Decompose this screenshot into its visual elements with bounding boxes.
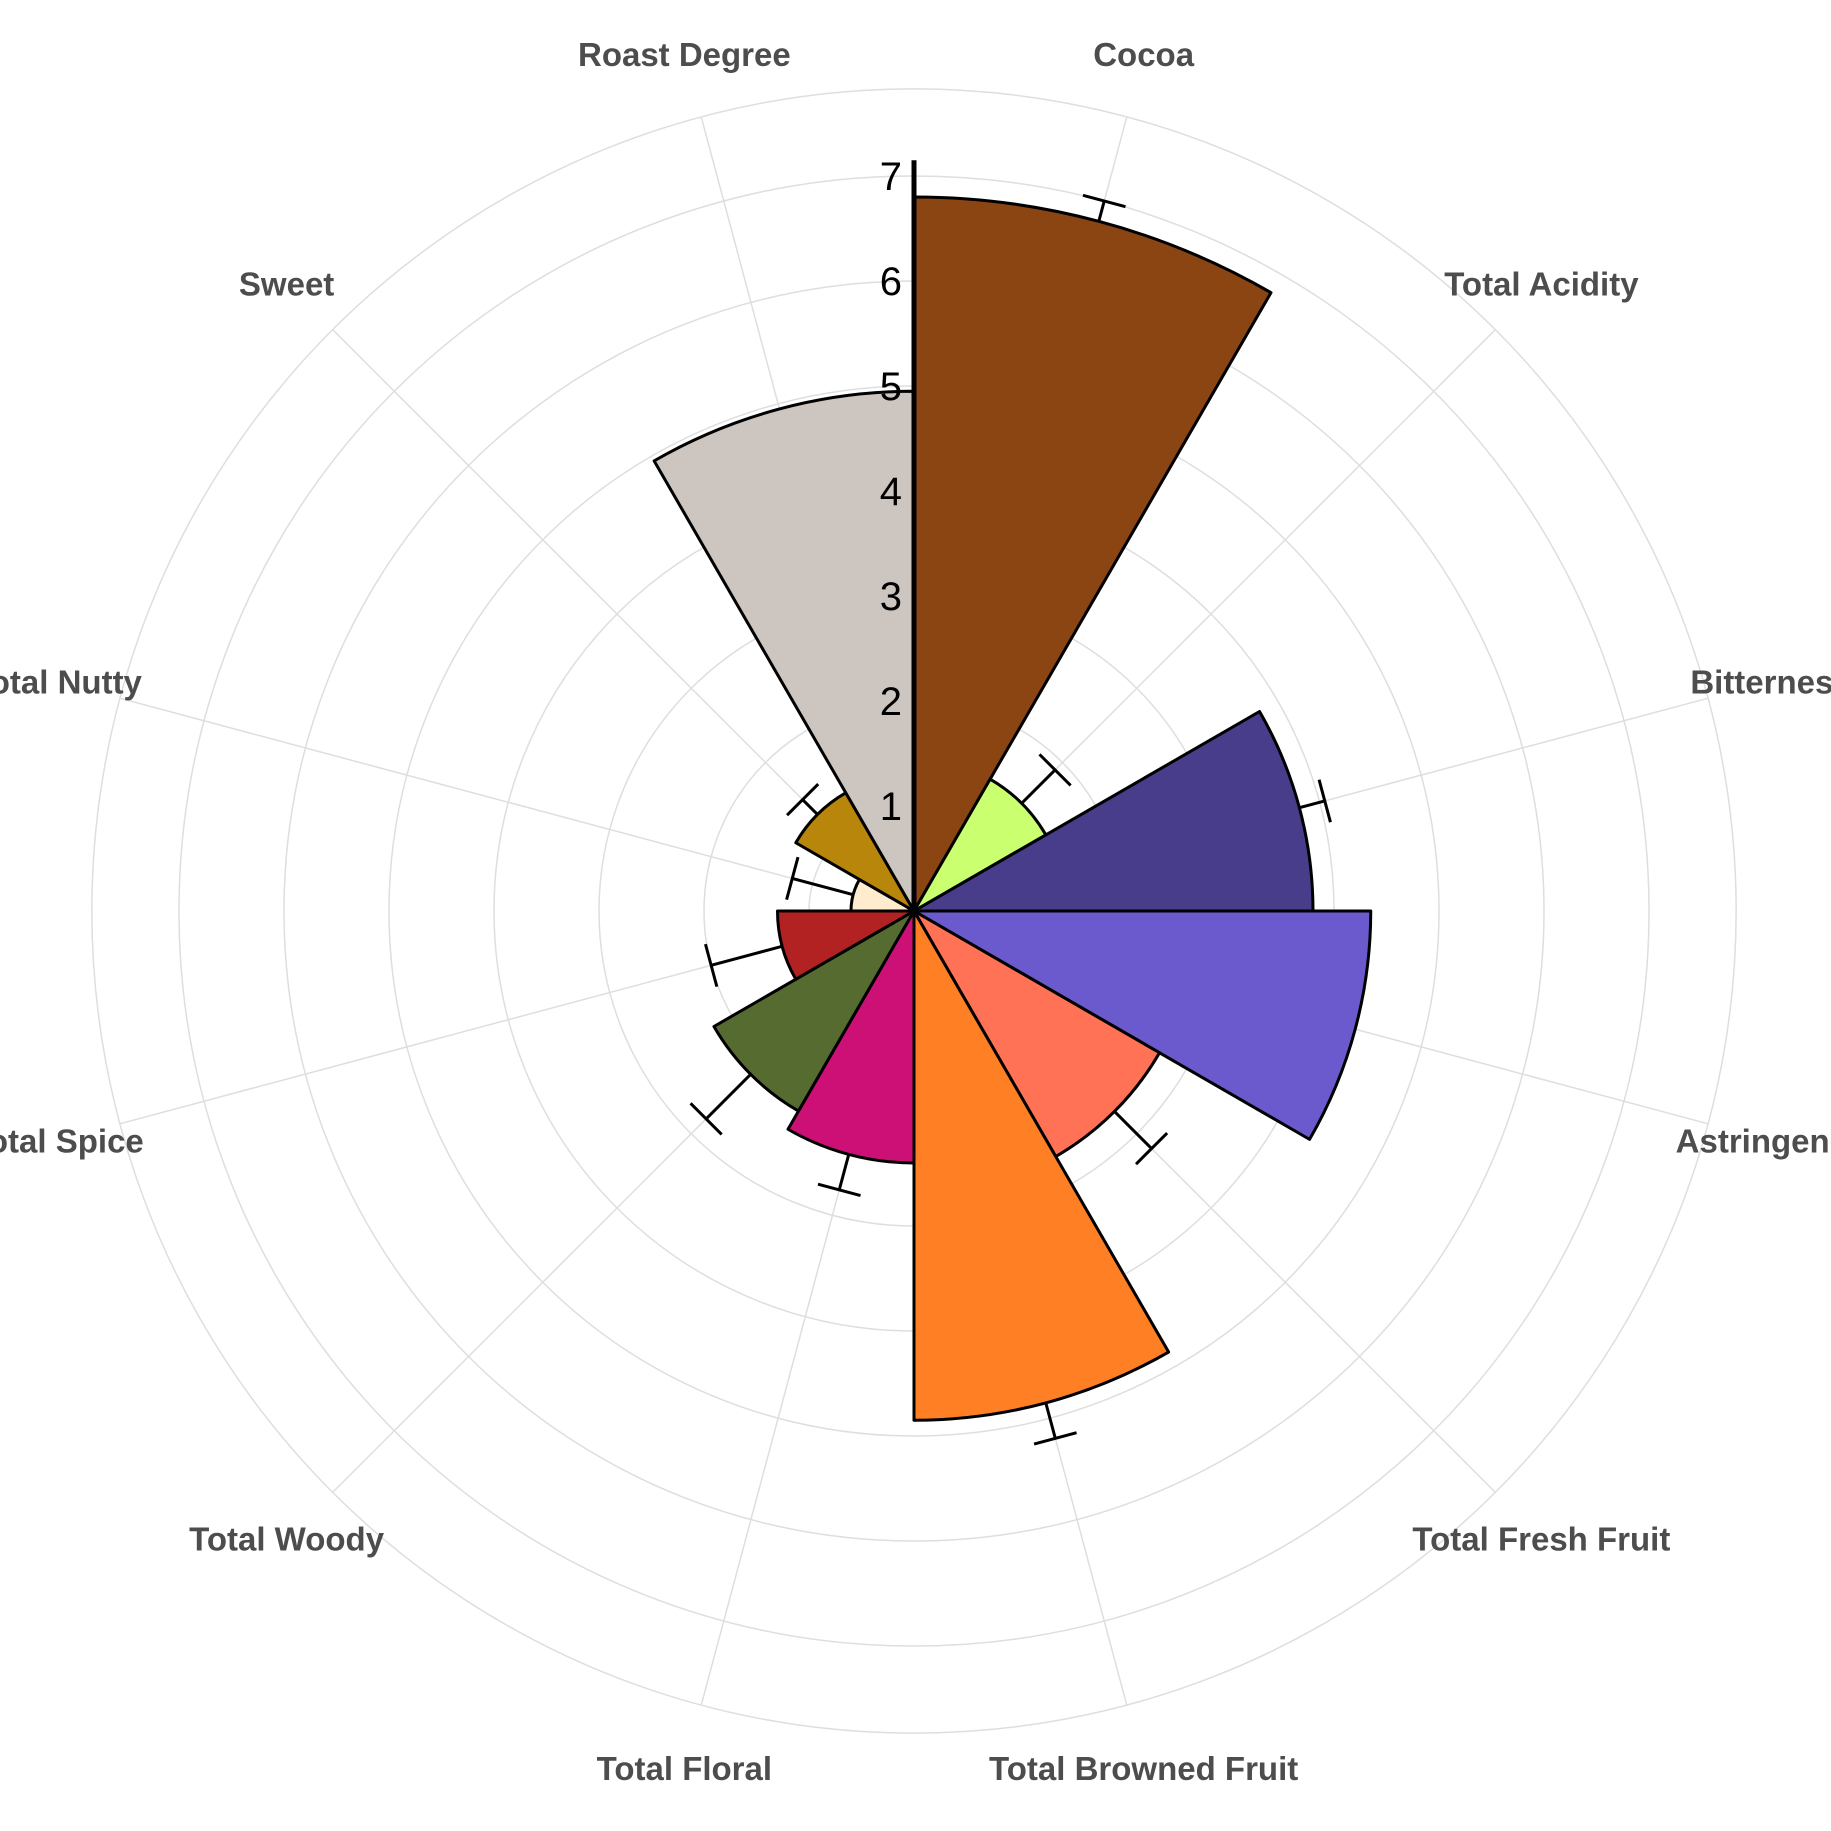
category-label: Total Woody <box>189 1520 385 1557</box>
error-cap <box>1317 779 1332 823</box>
grid-spoke <box>119 697 915 912</box>
error-cap <box>704 943 719 987</box>
error-cap <box>785 856 800 901</box>
error-bar <box>791 876 854 897</box>
radial-tick-label: 1 <box>880 785 902 829</box>
radial-tick-label: 2 <box>880 680 902 724</box>
radial-tick-label: 3 <box>880 575 902 619</box>
category-label: Total Floral <box>597 1750 772 1787</box>
error-bar <box>1113 1110 1153 1150</box>
radial-tick-label: 6 <box>880 260 902 304</box>
category-label: Total Browned Fruit <box>989 1750 1298 1787</box>
error-cap <box>817 1182 861 1198</box>
bar-total-spice <box>776 909 916 981</box>
radial-axis: 1 2 3 4 5 6 7 <box>880 155 917 911</box>
error-bars <box>689 193 1332 1446</box>
bar-total-fresh-fruit <box>912 909 1162 1159</box>
error-bar <box>801 798 819 816</box>
bar-astringency <box>912 909 1373 1141</box>
category-label: Roast Degree <box>578 36 791 73</box>
bar-cocoa <box>912 195 1273 913</box>
bar-roast-degree <box>652 389 916 913</box>
bar-bitterness <box>912 710 1315 913</box>
category-labels: Cocoa Total Acidity Bitterness Astringency T… <box>0 36 1831 1787</box>
radial-tick-label: 7 <box>880 155 902 199</box>
error-cap <box>786 783 820 817</box>
error-bar <box>1097 200 1106 222</box>
category-label: Bitterness <box>1690 663 1831 700</box>
grid-circle <box>91 88 1737 1734</box>
radial-tick-label: 5 <box>880 365 902 409</box>
error-bar <box>1020 768 1057 805</box>
category-label: Sweet <box>239 266 334 303</box>
bar-total-woody <box>712 909 916 1113</box>
bar-total-browned-fruit <box>912 909 1171 1422</box>
radial-tick-label: 4 <box>880 470 902 514</box>
error-cap <box>1038 753 1072 787</box>
error-bar <box>705 1073 752 1120</box>
error-cap <box>1033 1431 1077 1446</box>
error-cap <box>1082 193 1126 209</box>
category-label: Cocoa <box>1093 36 1195 73</box>
error-bar <box>1044 1402 1057 1439</box>
error-bar <box>837 1154 851 1191</box>
bars <box>652 195 1373 1422</box>
error-cap <box>689 1102 723 1136</box>
error-cap <box>1134 1131 1169 1166</box>
category-label: Total Acidity <box>1444 266 1639 303</box>
error-bar <box>1299 799 1326 810</box>
category-label: Total Nutty <box>0 663 143 700</box>
category-label: Total Spice <box>0 1123 144 1160</box>
error-bar <box>710 944 783 967</box>
category-label: Total Fresh Fruit <box>1412 1520 1670 1557</box>
category-label: Astringency <box>1676 1123 1831 1160</box>
